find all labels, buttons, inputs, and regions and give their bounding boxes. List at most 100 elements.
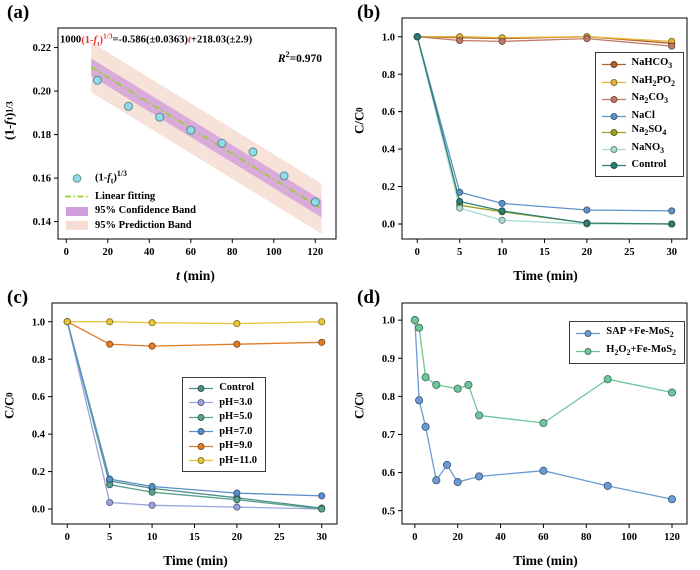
y-tick-label: 0.0: [32, 505, 45, 516]
legend-swatch-line-marker: [601, 96, 626, 104]
legend-label: 95% Confidence Band: [95, 205, 196, 216]
legend-label: Na2SO4: [631, 124, 667, 138]
legend-item: NaHCO3: [601, 56, 675, 74]
y-tick-label: 0.0: [382, 220, 395, 231]
legend-item: H2O2+Fe-MoS2: [575, 343, 676, 361]
panel-a-label: (a): [7, 2, 30, 23]
x-tick-label: 100: [621, 532, 637, 543]
panel-b-legend: NaHCO3 NaH2PO2 Na2CO3 NaCl Na2SO4 NaNO3 Contro…: [594, 52, 684, 177]
x-tick-label: 20: [452, 532, 463, 543]
y-tick-label: 0.2: [382, 182, 395, 193]
series-markers-pH-11.0: [63, 318, 326, 328]
panel-b-ylabel: C/C 0: [351, 107, 367, 134]
legend-label: Control: [219, 382, 255, 393]
y-tick-label: 1.0: [32, 317, 45, 328]
legend-swatch-line-marker: [189, 428, 214, 436]
y-tick-label: 0.4: [32, 430, 46, 441]
legend-swatch-line-marker: [189, 413, 214, 421]
legend-label: Control: [631, 159, 667, 171]
panel-a: (a) 0 20 40 60 80 100 120 0.14 0.16 0.18 0.20 0.22 …: [0, 0, 350, 285]
y-tick-label: 1.0: [382, 32, 395, 43]
legend-label: H2O2+Fe-MoS2: [606, 343, 676, 357]
series-line-pH-9.0: [66, 321, 322, 347]
legend-item: Linear fitting: [64, 190, 196, 205]
legend-item: (1-ft)1/3: [64, 167, 196, 189]
x-tick-label: 10: [497, 247, 508, 258]
plot-frame: [57, 27, 337, 240]
panel-c-label: (c): [7, 287, 29, 308]
legend-label: pH=5.0: [219, 411, 253, 422]
equation-term-red: (1-ft)1/3: [81, 31, 113, 48]
x-tick-label: 60: [538, 532, 549, 543]
linear-fit-line: [90, 66, 322, 210]
legend-label: NaH2PO2: [631, 74, 675, 88]
x-tick-label: 20: [103, 247, 114, 258]
legend-item: pH=11.0: [188, 454, 257, 469]
legend-item: pH=9.0: [188, 439, 257, 454]
y-tick-label: 0.7: [382, 430, 395, 441]
panel-a-xlabel: t (min): [176, 268, 215, 283]
panel-d-ylabel: C/C 0: [351, 392, 367, 419]
panel-b-xlabel: Time (min): [513, 268, 578, 283]
legend-swatch-box: [66, 206, 88, 216]
series-markers-H2O2-Fe-MoS2: [410, 316, 677, 428]
panel-a-ylabel: (1- f t) 1/3: [1, 101, 17, 140]
x-tick-label: 80: [227, 247, 238, 258]
series-markers-one-minus-ft-cuberoot: [92, 75, 320, 207]
equation-slope: =-0.586(±0.0363): [112, 34, 188, 46]
panel-d-legend: SAP +Fe-MoS2 H2O2+Fe-MoS2: [569, 321, 685, 365]
x-tick-label: 40: [144, 247, 155, 258]
y-tick-label: 0.8: [382, 70, 395, 81]
y-tick-label: 0.22: [33, 43, 51, 54]
legend-label: (1-ft)1/3: [95, 169, 127, 186]
panel-b: (b) 0 5 10 15 20 25 30 0.0 0.2 0.4 0.6 0.8 1.0 C/C 0 …: [350, 0, 700, 285]
panel-b-label: (b): [357, 2, 381, 23]
fit-equation-line1: 1000(1-ft)1/3=-0.586(±0.0363)t+218.03(±2…: [60, 31, 336, 48]
x-tick-label: 30: [316, 532, 327, 543]
y-tick-label: 0.6: [382, 468, 395, 479]
x-tick-label: 5: [457, 247, 462, 258]
y-tick-label: 0.14: [33, 217, 52, 228]
y-tick-label: 1.0: [382, 316, 395, 327]
legend-swatch-marker: [72, 174, 82, 183]
x-tick-label: 15: [189, 532, 200, 543]
equation-coefficient: 1000: [60, 34, 82, 46]
legend-swatch-line-marker: [601, 162, 626, 170]
legend-item: 95% Prediction Band: [64, 219, 196, 234]
legend-label: pH=11.0: [219, 454, 257, 466]
panel-a-legend: (1-ft)1/3 Linear fitting 95% Confidence Ba…: [64, 167, 196, 233]
legend-label: pH=3.0: [219, 396, 253, 408]
legend-item: Na2SO4: [601, 123, 675, 141]
y-tick-label: 0.8: [382, 392, 395, 403]
panel-c: (c) 0 5 10 15 20 25 30 0.0 0.2 0.4 0.6 0.8 1.0 C/C 0 …: [0, 285, 350, 570]
legend-item: pH=3.0: [188, 396, 257, 411]
legend-swatch-line-marker: [189, 384, 214, 392]
x-tick-label: 25: [624, 247, 635, 258]
r-squared-value: R2=0.970: [277, 49, 322, 65]
x-tick-label: 100: [266, 247, 282, 258]
legend-swatch-line-marker: [576, 330, 601, 338]
legend-swatch-line-marker: [601, 112, 626, 120]
equation-intercept: +218.03(±2.9): [190, 34, 253, 46]
legend-swatch-line-marker: [601, 128, 626, 136]
y-tick-label: 0.18: [33, 130, 51, 141]
legend-swatch-line-marker: [601, 146, 626, 154]
legend-swatch-line-marker: [189, 442, 214, 450]
legend-label: Na2CO3: [631, 92, 668, 106]
legend-swatch-line-marker: [601, 61, 626, 69]
legend-item: pH=5.0: [188, 410, 257, 425]
legend-swatch-line-marker: [601, 78, 626, 86]
legend-swatch-line-marker: [189, 399, 214, 407]
x-tick-label: 25: [274, 532, 285, 543]
x-tick-label: 0: [415, 247, 420, 258]
x-tick-label: 5: [107, 532, 112, 543]
y-tick-label: 0.8: [32, 355, 45, 366]
legend-label: SAP +Fe-MoS2: [606, 326, 674, 340]
legend-swatch-dashdot: [65, 195, 89, 198]
y-tick-label: 0.6: [32, 392, 45, 403]
panel-a-chart: 0 20 40 60 80 100 120 0.14 0.16 0.18 0.20 0.22: [33, 27, 337, 258]
fit-equation: 1000(1-ft)1/3=-0.586(±0.0363)t+218.03(±2…: [60, 31, 336, 64]
y-tick-label: 0.2: [32, 467, 45, 478]
series-line-H2O2-Fe-MoS2: [414, 319, 673, 424]
